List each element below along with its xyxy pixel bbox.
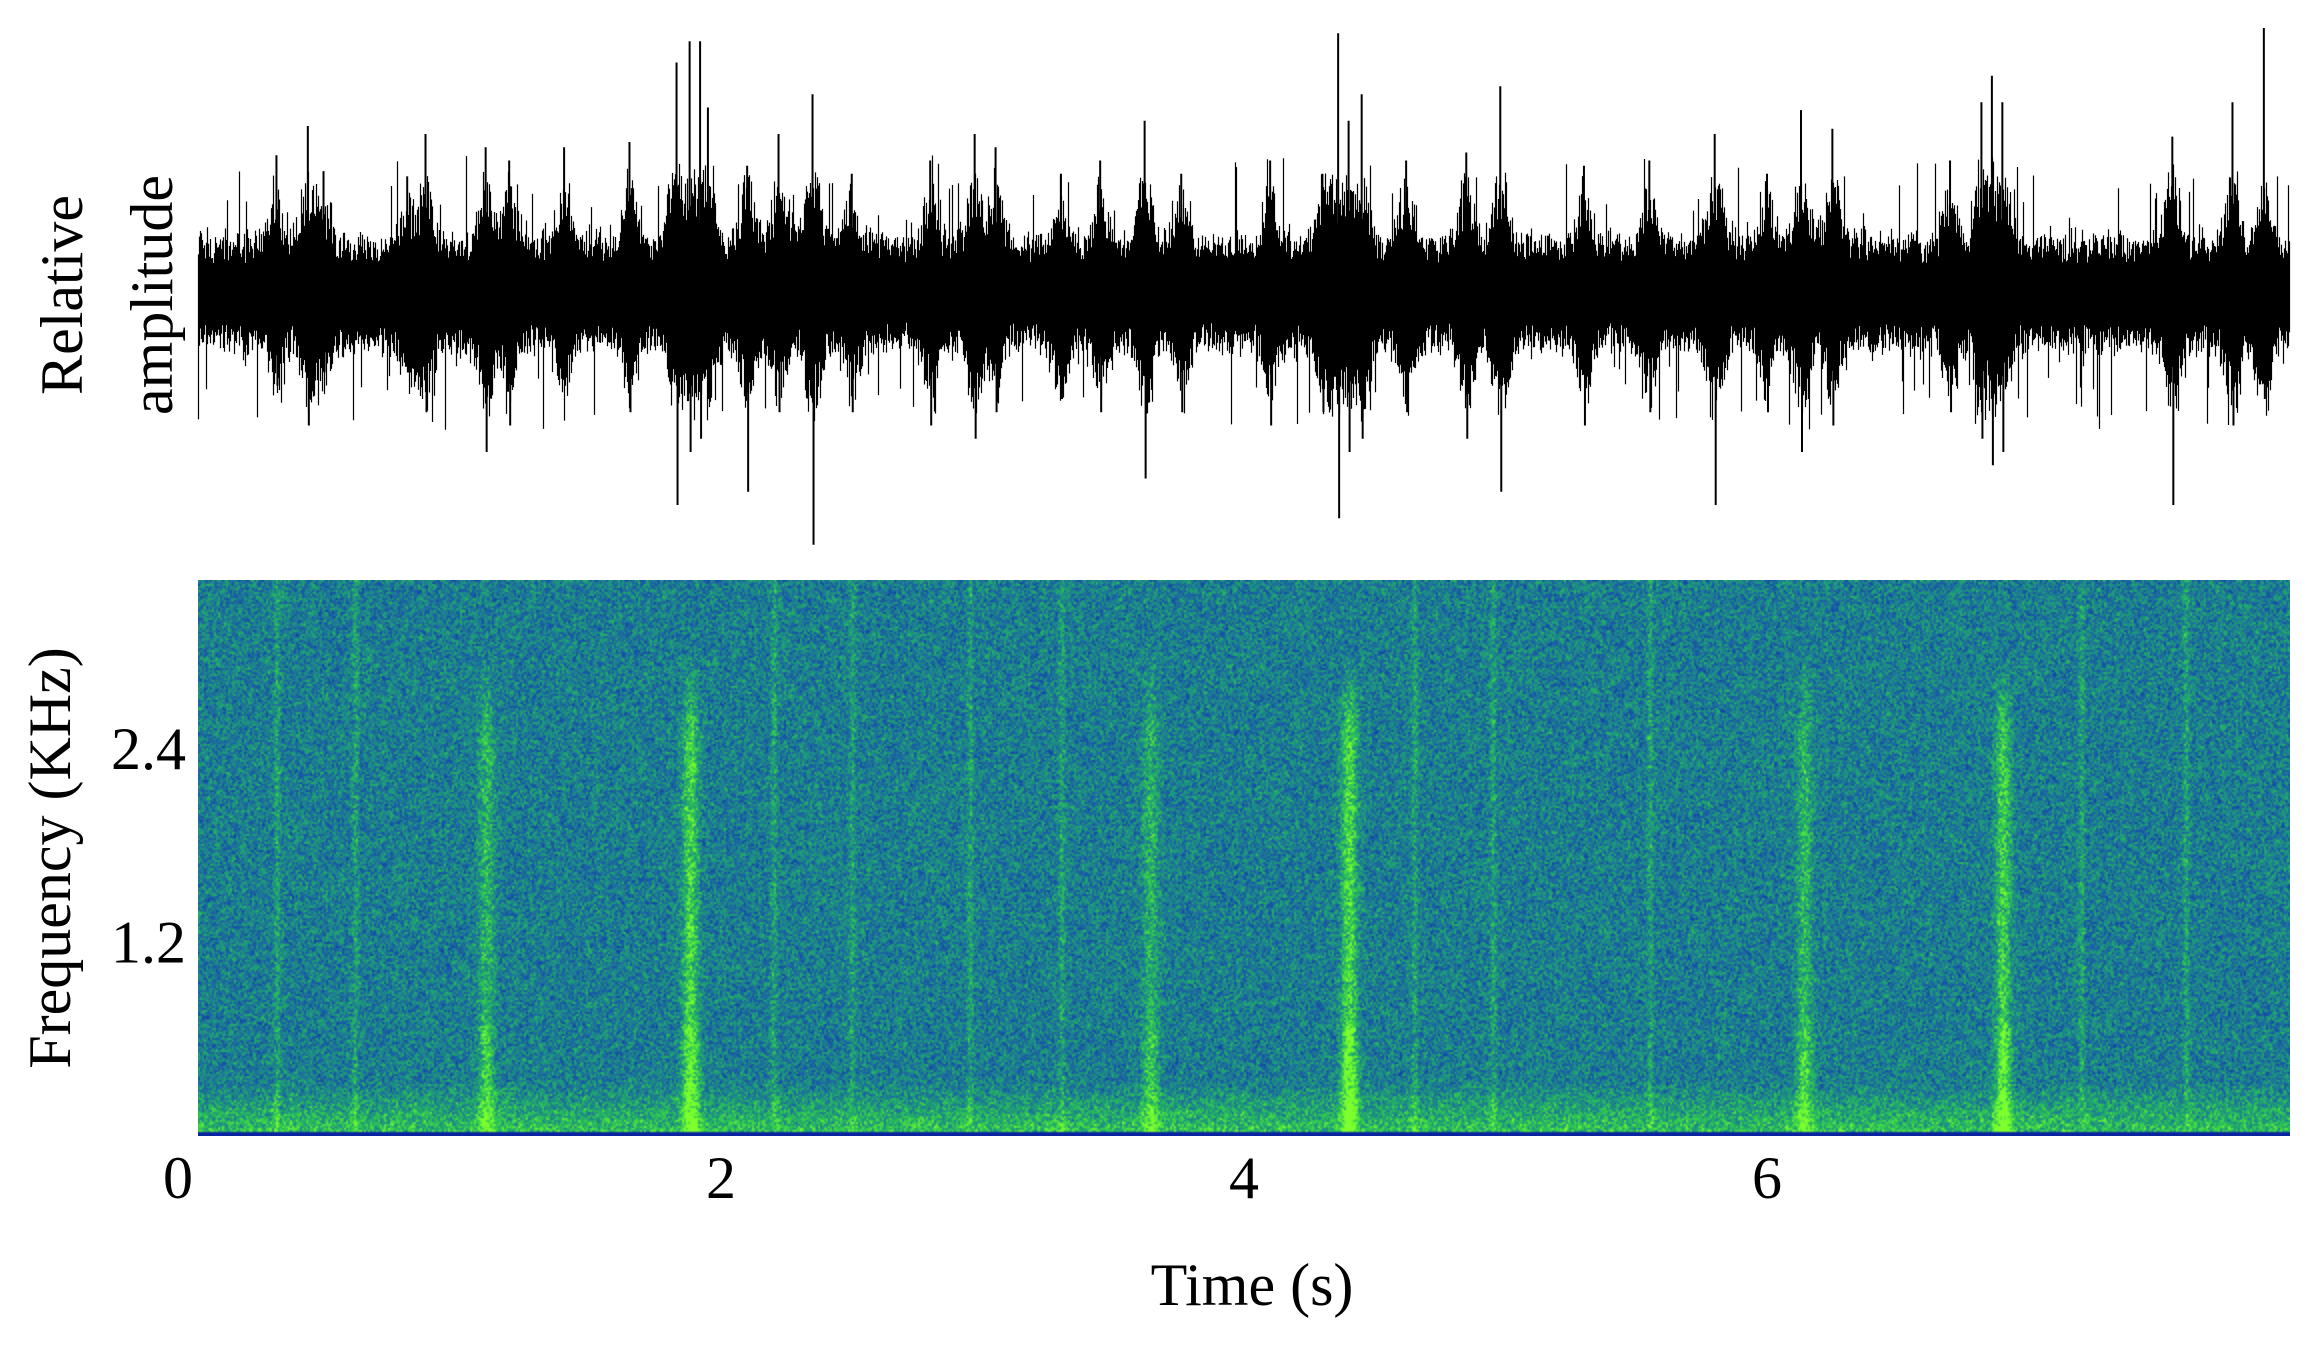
- waveform-ylabel-line-2: amplitude: [119, 175, 185, 415]
- waveform-trace: [197, 155, 2291, 430]
- spectrogram-panel: [198, 580, 2290, 1136]
- y-tick-label: 1.2: [111, 910, 186, 976]
- x-tick-label: 0: [163, 1145, 193, 1211]
- waveform-ylabel-line-1: Relative: [29, 195, 95, 395]
- y-tick-label: 2.4: [111, 716, 186, 782]
- waveform-panel: [197, 28, 2291, 545]
- x-axis-label: Time (s): [1151, 1252, 1354, 1318]
- spectrogram-ylabel: Frequency (KHz): [17, 647, 83, 1069]
- x-tick-label: 4: [1229, 1145, 1259, 1211]
- x-tick-label: 6: [1752, 1145, 1782, 1211]
- y-tick-labels: 1.2 2.4: [111, 716, 186, 975]
- spectrogram-image: [198, 580, 2290, 1136]
- waveform-noise-trace: [197, 155, 2291, 430]
- x-tick-labels: 0 2 4 6: [163, 1145, 1782, 1211]
- x-tick-label: 2: [706, 1145, 736, 1211]
- waveform-peaks: [275, 28, 2266, 545]
